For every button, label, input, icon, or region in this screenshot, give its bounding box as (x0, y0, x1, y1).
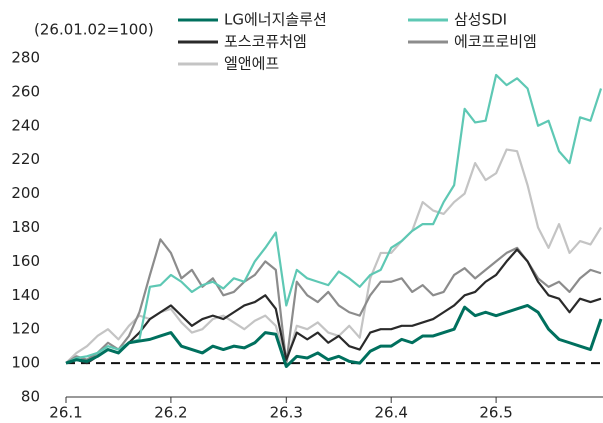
y-tick-label: 240 (11, 116, 40, 134)
series-line (65, 148, 602, 365)
legend-label: LG에너지솔루션 (224, 11, 327, 29)
y-tick-label: 200 (11, 184, 40, 202)
y-tick-label: 120 (11, 320, 40, 338)
y-tick-label: 180 (11, 218, 40, 236)
legend-label: 엘앤에프 (224, 55, 279, 73)
x-tick-label: 26.4 (374, 404, 407, 422)
y-tick-label: 160 (11, 252, 40, 270)
series-line (65, 248, 602, 365)
x-tick-label: 26.3 (270, 404, 303, 422)
legend-label: 삼성SDI (454, 11, 507, 29)
y-tick-label: 220 (11, 150, 40, 168)
y-tick-label: 80 (21, 388, 40, 406)
legend-label: 포스코퓨처엠 (224, 33, 307, 51)
series-line (65, 73, 603, 365)
x-tick-label: 26.2 (154, 404, 187, 422)
y-tick-label: 140 (11, 286, 40, 304)
x-tick-label: 26.5 (479, 404, 512, 422)
y-tick-label: 100 (11, 354, 40, 372)
annotation: (26.01.02=100) (34, 21, 154, 39)
series-line (65, 303, 603, 368)
x-tick-label: 26.1 (49, 404, 82, 422)
y-tick-label: 280 (11, 49, 40, 67)
y-tick-label: 260 (11, 82, 40, 100)
series-line (65, 238, 602, 365)
legend-label: 에코프로비엠 (454, 33, 537, 51)
